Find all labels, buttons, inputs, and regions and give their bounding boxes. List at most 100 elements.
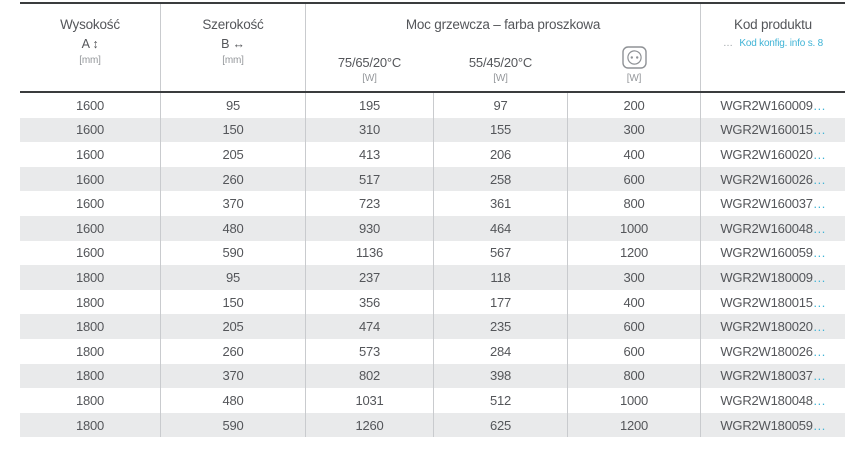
table-row: 1600 370 723 361 800 WGR2W160037…	[20, 191, 845, 216]
cell-power-electric: 200	[567, 93, 700, 118]
code-ellipsis: …	[812, 245, 826, 261]
cell-width: 150	[160, 289, 305, 315]
cell-product-code: WGR2W160026…	[700, 166, 845, 192]
code-ref-ellipsis: …	[722, 38, 733, 49]
cell-product-code: WGR2W160015…	[700, 117, 845, 143]
code-ellipsis: …	[812, 171, 826, 187]
cell-width: 590	[160, 412, 305, 438]
subheader-electric-unit: [W]	[626, 73, 642, 84]
column-header-product-code: Kod produktu … Kod konfig. info s. 8	[700, 4, 845, 91]
cell-power-electric: 1000	[567, 388, 700, 413]
table-row: 1800 260 573 284 600 WGR2W180026…	[20, 338, 845, 364]
column-header-height: Wysokość A ↕ [mm]	[20, 4, 160, 91]
table-body: 1600 95 195 97 200 WGR2W160009… 1600 150 310 155 3…	[20, 93, 845, 438]
code-config-reference: … Kod konfig. info s. 8	[723, 38, 823, 49]
cell-height: 1800	[75, 319, 105, 335]
cell-product-code: WGR2W160037…	[700, 191, 845, 216]
code-ellipsis: …	[812, 97, 826, 113]
table-row: 1800 95 237 118 300 WGR2W180009…	[20, 265, 845, 290]
cell-width: 205	[160, 314, 305, 339]
code-ellipsis: …	[812, 269, 826, 285]
table-row: 1600 260 517 258 600 WGR2W160026…	[20, 166, 845, 192]
cell-power-55: 567	[433, 240, 567, 266]
cell-product-code: WGR2W180059…	[700, 412, 845, 438]
cell-product-code: WGR2W180009…	[700, 265, 845, 290]
cell-height: 1800	[75, 294, 105, 310]
cell-height: 1800	[75, 269, 105, 285]
code-ellipsis: …	[812, 220, 826, 236]
cell-height: 1600	[75, 122, 105, 138]
code-config-link[interactable]: Kod konfig. info s. 8	[739, 38, 824, 49]
table-row: 1800 590 1260 625 1200 WGR2W180059…	[20, 412, 845, 438]
cell-power-55: 361	[433, 191, 567, 216]
cell-product-code: WGR2W160048…	[700, 215, 845, 241]
cell-power-75: 517	[305, 166, 433, 192]
heating-power-title: Moc grzewcza – farba proszkowa	[405, 17, 601, 32]
cell-power-electric: 300	[567, 265, 700, 290]
cell-power-55: 118	[433, 265, 567, 290]
cell-power-electric: 400	[567, 142, 700, 167]
cell-height: 1800	[75, 392, 105, 408]
subheader-75-65-20: 75/65/20°C [W]	[306, 46, 434, 84]
cell-height: 1800	[75, 417, 105, 433]
subheader-55-label: 55/45/20°C	[468, 55, 533, 70]
cell-power-electric: 400	[567, 289, 700, 315]
code-ellipsis: …	[812, 368, 826, 384]
cell-power-75: 310	[305, 117, 433, 143]
product-code-title: Kod produktu	[734, 17, 812, 32]
code-ellipsis: …	[812, 319, 826, 335]
cell-width: 480	[160, 215, 305, 241]
cell-width: 95	[160, 93, 305, 118]
cell-height: 1600	[75, 97, 105, 113]
cell-power-55: 155	[433, 117, 567, 143]
cell-power-75: 723	[305, 191, 433, 216]
cell-power-75: 474	[305, 314, 433, 339]
table-row: 1600 480 930 464 1000 WGR2W160048…	[20, 215, 845, 241]
cell-power-75: 573	[305, 338, 433, 364]
table-row: 1600 150 310 155 300 WGR2W160015…	[20, 117, 845, 143]
cell-power-55: 235	[433, 314, 567, 339]
electric-socket-icon	[621, 46, 647, 69]
cell-width: 480	[160, 388, 305, 413]
cell-product-code: WGR2W160020…	[700, 142, 845, 167]
cell-product-code: WGR2W180020…	[700, 314, 845, 339]
cell-power-electric: 600	[567, 338, 700, 364]
code-ellipsis: …	[812, 392, 826, 408]
cell-width: 590	[160, 240, 305, 266]
cell-power-75: 930	[305, 215, 433, 241]
cell-product-code: WGR2W160059…	[700, 240, 845, 266]
table-row: 1600 590 1136 567 1200 WGR2W160059…	[20, 240, 845, 266]
table-row: 1800 370 802 398 800 WGR2W180037…	[20, 363, 845, 389]
cell-power-electric: 1000	[567, 215, 700, 241]
cell-width: 150	[160, 117, 305, 143]
cell-power-electric: 300	[567, 117, 700, 143]
subheader-55-45-20: 55/45/20°C [W]	[434, 46, 568, 84]
code-ellipsis: …	[812, 294, 826, 310]
cell-product-code: WGR2W180048…	[700, 388, 845, 413]
code-ellipsis: …	[812, 343, 826, 359]
cell-width: 370	[160, 191, 305, 216]
cell-product-code: WGR2W180026…	[700, 338, 845, 364]
cell-height: 1600	[75, 196, 105, 212]
table-row: 1800 150 356 177 400 WGR2W180015…	[20, 289, 845, 315]
cell-power-electric: 1200	[567, 240, 700, 266]
heating-power-subheaders: 75/65/20°C [W] 55/45/20°C [W] [W]	[306, 46, 701, 91]
cell-height: 1800	[75, 343, 105, 359]
cell-product-code: WGR2W180015…	[700, 289, 845, 315]
table-row: 1800 480 1031 512 1000 WGR2W180048…	[20, 388, 845, 413]
cell-power-75: 1136	[305, 240, 433, 266]
cell-power-electric: 600	[567, 314, 700, 339]
code-ellipsis: …	[812, 146, 826, 162]
height-unit: [mm]	[79, 55, 101, 66]
cell-power-55: 206	[433, 142, 567, 167]
subheader-75-label: 75/65/20°C	[337, 55, 402, 70]
cell-power-electric: 800	[567, 191, 700, 216]
cell-power-electric: 600	[567, 166, 700, 192]
code-ellipsis: …	[812, 417, 826, 433]
code-ellipsis: …	[812, 122, 826, 138]
cell-height: 1600	[75, 146, 105, 162]
cell-width: 205	[160, 142, 305, 167]
cell-power-55: 464	[433, 215, 567, 241]
product-table: Wysokość A ↕ [mm] Szerokość B ↔ [mm] Moc…	[20, 2, 845, 438]
subheader-55-unit: [W]	[493, 73, 508, 84]
